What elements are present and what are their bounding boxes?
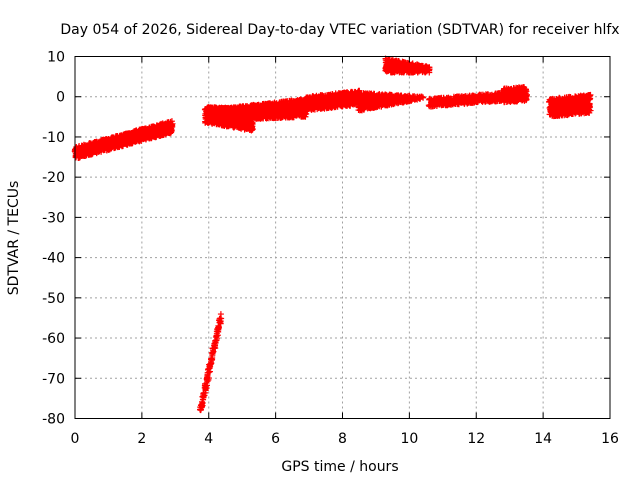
data-points xyxy=(71,55,594,414)
grid-lines xyxy=(75,56,610,419)
data-point xyxy=(168,123,175,130)
